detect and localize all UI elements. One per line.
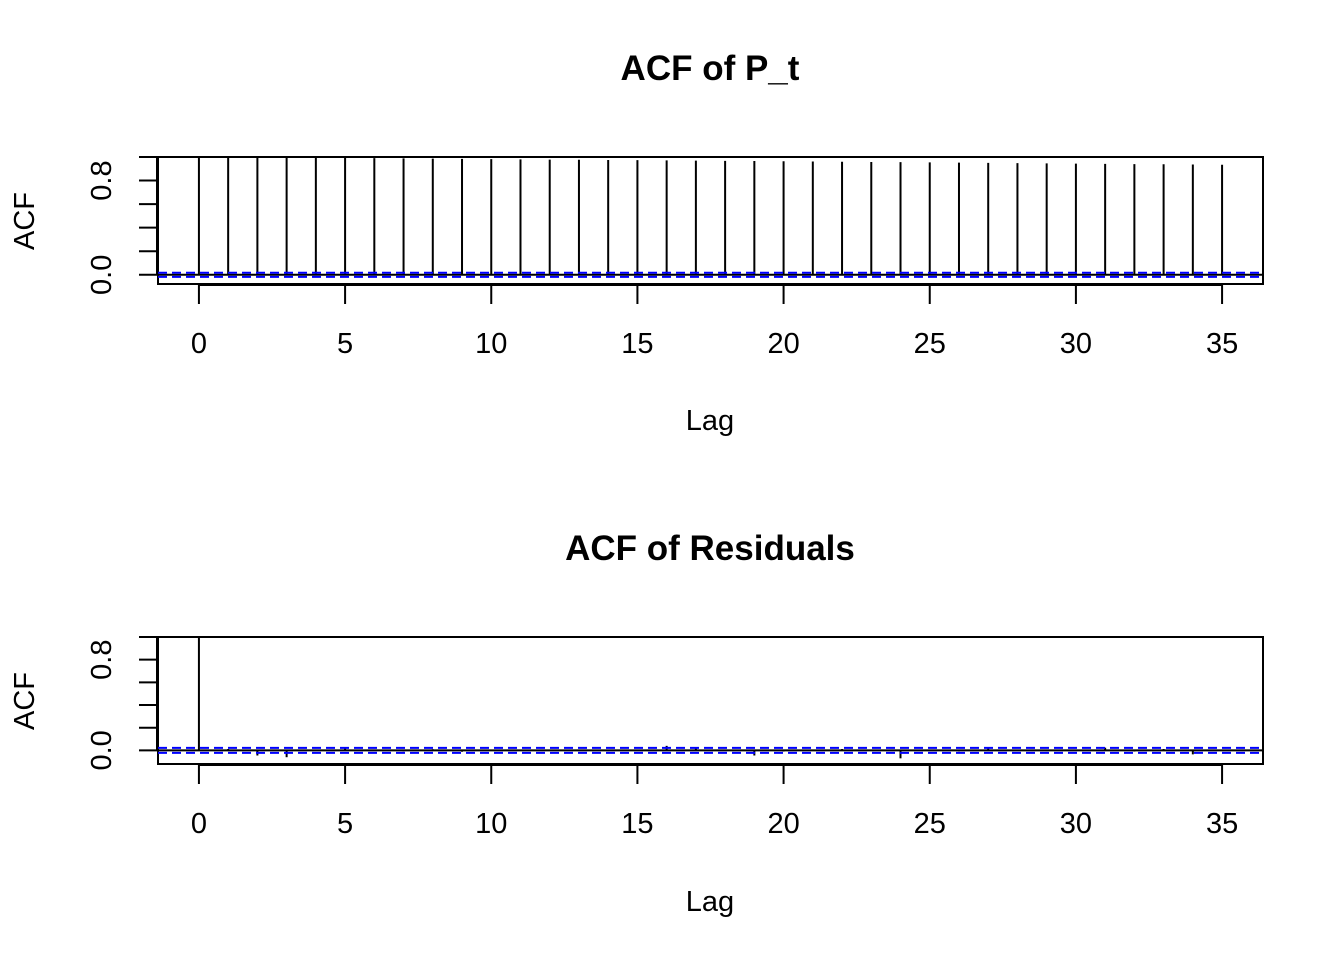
acf-residuals-x-tick-label: 10: [475, 808, 507, 840]
acf-pt-x-tick-label: 5: [337, 328, 353, 360]
acf-residuals-y-axis: 0.0 0.8: [86, 636, 158, 771]
acf-residuals-x-label: Lag: [686, 886, 734, 918]
acf-pt-x-tick-label: 30: [1060, 328, 1092, 360]
acf-pt-y-axis: 0.0 0.8: [86, 156, 158, 295]
acf-residuals-x-tick-label: 15: [621, 808, 653, 840]
acf-residuals-plot-frame: [157, 636, 1264, 765]
acf-residuals-x-tick-label: 30: [1060, 808, 1092, 840]
acf-pt-y-label: ACF: [9, 192, 41, 250]
acf-residuals-title: ACF of Residuals: [565, 529, 855, 568]
acf-residuals-y-tick-label: 0.0: [86, 730, 118, 770]
acf-pt-y-tick-label: 0.8: [86, 160, 118, 200]
acf-residuals-x-tick-label: 5: [337, 808, 353, 840]
acf-residuals-bars: [197, 637, 1224, 759]
acf-pt-x-tick-label: 10: [475, 328, 507, 360]
acf-residuals-confidence-lines: [158, 746, 1263, 754]
acf-residuals-y-tick-label: 0.8: [86, 640, 118, 680]
acf-pt-bars: [197, 157, 1224, 275]
acf-pt-x-label: Lag: [686, 405, 734, 437]
acf-residuals-x-tick-label: 25: [914, 808, 946, 840]
acf-pt-confidence-lines: [158, 271, 1263, 278]
acf-residuals-x-tick-label: 20: [767, 808, 799, 840]
acf-residuals-y-label: ACF: [9, 672, 41, 730]
acf-pt-y-tick-label: 0.0: [86, 255, 118, 295]
acf-residuals-x-axis: 0 5 10 15 20 25 30 35: [191, 764, 1238, 840]
acf-residuals-x-tick-label: 0: [191, 808, 207, 840]
acf-pt-x-tick-label: 15: [621, 328, 653, 360]
acf-residuals-panel: ACF of Residuals 0 5 10 15 20 25 30 35 0.0 0.8 L…: [9, 529, 1264, 918]
acf-pt-x-tick-label: 0: [191, 328, 207, 360]
acf-residuals-x-tick-label: 35: [1206, 808, 1238, 840]
acf-pt-x-tick-label: 20: [767, 328, 799, 360]
acf-pt-x-tick-label: 25: [914, 328, 946, 360]
acf-pt-x-tick-label: 35: [1206, 328, 1238, 360]
acf-pt-panel: ACF of P_t 0 5 10 15 20 25 30 35 0.0 0.8 Lag ACF: [9, 49, 1264, 437]
acf-pt-plot-frame: [157, 156, 1264, 285]
acf-pt-x-axis: 0 5 10 15 20 25 30 35: [191, 284, 1238, 360]
acf-pt-title: ACF of P_t: [621, 49, 800, 88]
